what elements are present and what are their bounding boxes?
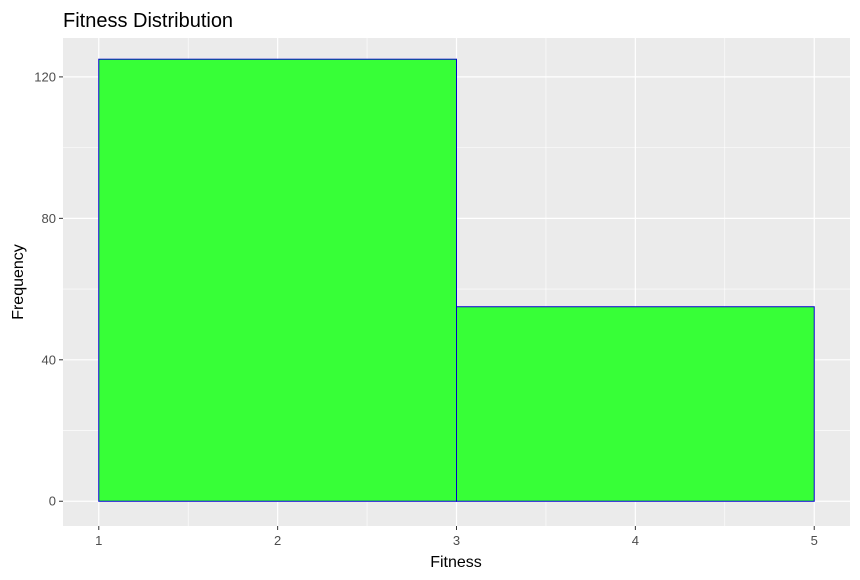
x-tick-label: 4 (632, 533, 639, 548)
y-tick-label: 80 (42, 211, 56, 226)
x-tick-label: 5 (811, 533, 818, 548)
y-tick-label: 120 (34, 69, 56, 84)
histogram-bars (98, 58, 815, 502)
chart-title: Fitness Distribution (63, 10, 233, 32)
x-tick-label: 3 (453, 533, 460, 548)
x-axis-title: Fitness (430, 554, 482, 571)
y-tick-label: 40 (42, 352, 56, 367)
x-tick-label: 2 (274, 533, 281, 548)
x-tick-label: 1 (95, 533, 102, 548)
y-axis: 0 40 80 120 (34, 69, 63, 509)
x-axis: 1 2 3 4 5 (95, 526, 818, 548)
y-axis-title: Frequency (10, 244, 27, 320)
histogram-bar (456, 306, 815, 502)
y-tick-label: 0 (49, 494, 56, 509)
histogram-bar (98, 58, 457, 502)
